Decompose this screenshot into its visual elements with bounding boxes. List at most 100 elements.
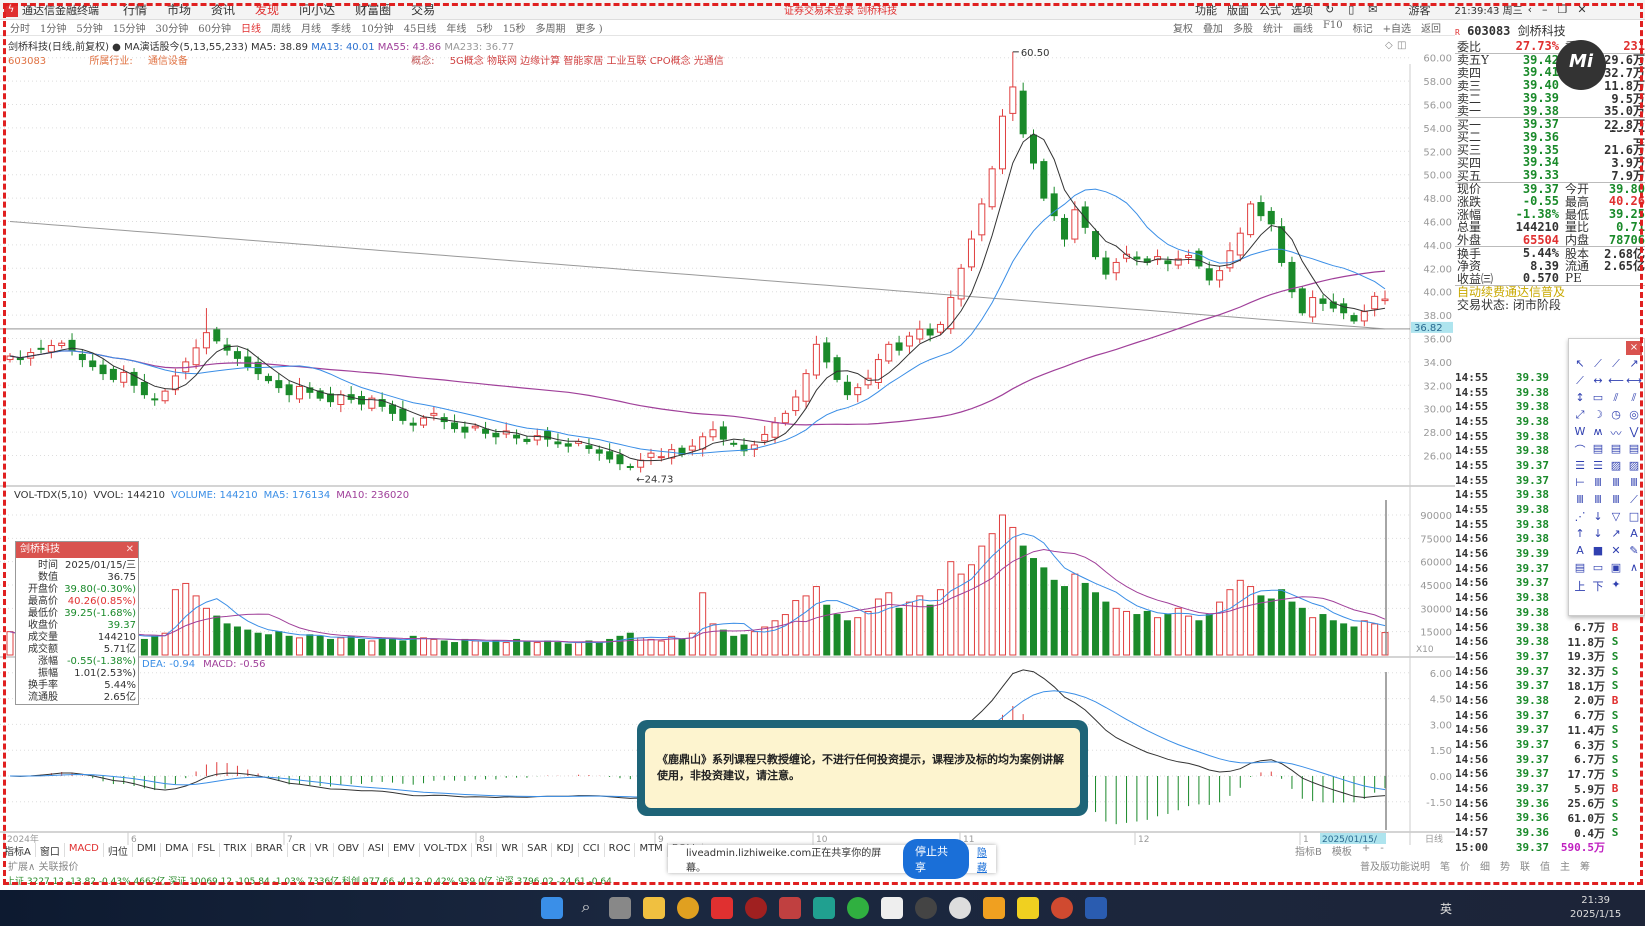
extension-tabs[interactable]: 扩展∧ 关联报价: [8, 862, 79, 873]
camera-icon[interactable]: [949, 897, 971, 919]
drawing-tool-icon[interactable]: ▨: [1610, 459, 1622, 472]
quote-row[interactable]: 自动续费通达信普及: [1455, 284, 1645, 298]
drawing-tool-icon[interactable]: Ⅲ: [1594, 493, 1602, 506]
drawing-tool-icon[interactable]: Ⅲ: [1612, 476, 1620, 489]
view-tab[interactable]: 细: [1480, 862, 1490, 873]
view-tab[interactable]: 值: [1540, 862, 1550, 873]
drawing-tool-icon[interactable]: ☽: [1593, 408, 1603, 421]
drawing-tool-icon[interactable]: ⫽: [1631, 391, 1637, 404]
period-tab[interactable]: 日线: [240, 24, 261, 35]
period-tab[interactable]: 月线: [300, 24, 321, 35]
period-tab[interactable]: 5分钟: [76, 24, 103, 35]
drawing-tool-icon[interactable]: ⟋: [1576, 374, 1584, 387]
drawing-tool-icon[interactable]: ▤: [1628, 442, 1640, 455]
ime-indicator[interactable]: 英: [1440, 901, 1453, 916]
indicator-tab[interactable]: TRIX: [220, 843, 252, 857]
close-icon[interactable]: ✕: [125, 544, 134, 555]
chart-tool-button[interactable]: F10: [1322, 20, 1343, 31]
indicator-b-tab[interactable]: 指标B: [1295, 847, 1322, 858]
menu-right-item[interactable]: 选项: [1291, 3, 1313, 17]
drawing-tool-icon[interactable]: ☰: [1575, 459, 1585, 472]
indicator-tab[interactable]: 指标A: [0, 843, 36, 858]
message-icon[interactable]: ✉: [1368, 3, 1378, 16]
menu-item[interactable]: 市场: [167, 3, 192, 17]
drawing-tool-icon[interactable]: A: [1630, 527, 1638, 540]
period-tab[interactable]: 年线: [446, 24, 467, 35]
indicator-tab[interactable]: CR: [288, 843, 311, 857]
view-tab[interactable]: 价: [1460, 862, 1470, 873]
view-tab[interactable]: 笔: [1440, 862, 1450, 873]
task-view-icon[interactable]: [609, 897, 631, 919]
qq-icon[interactable]: [881, 897, 903, 919]
menu-item[interactable]: 交易: [411, 3, 436, 17]
period-tab[interactable]: 15分钟: [112, 24, 146, 35]
start-icon[interactable]: [541, 897, 563, 919]
trade-login-notice[interactable]: 证券交易未登录 剑桥科技: [784, 6, 898, 17]
drawing-tool-icon[interactable]: □: [1628, 510, 1640, 523]
indicator-tab[interactable]: KDJ: [552, 843, 579, 857]
ma-indicator-name[interactable]: MA演话股今(5,13,55,233): [124, 42, 248, 53]
concept-list[interactable]: 5G概念 物联网 边缘计算 智能家居 工业互联 CPO概念 光通信: [449, 56, 724, 67]
drawing-tool-icon[interactable]: ◎: [1629, 408, 1639, 421]
drawing-tool-icon[interactable]: 上: [1574, 580, 1586, 593]
drawing-tool-icon[interactable]: ▨: [1628, 459, 1640, 472]
drawing-tool-icon[interactable]: ▤: [1592, 442, 1604, 455]
drawing-tool-icon[interactable]: ▣: [1610, 561, 1622, 574]
minimize-icon[interactable]: –: [1542, 3, 1548, 16]
drawing-tool-icon[interactable]: A: [1576, 544, 1584, 557]
indicator-tab[interactable]: MTM: [635, 843, 668, 857]
powerpoint-icon[interactable]: [1051, 897, 1073, 919]
wps-icon[interactable]: [779, 897, 801, 919]
drawing-tool-icon[interactable]: W: [1574, 425, 1586, 438]
indicator-tab[interactable]: ASI: [364, 843, 389, 857]
drawing-tool-icon[interactable]: ⤢: [1575, 408, 1585, 421]
drawing-tool-icon[interactable]: ʍ: [1593, 425, 1603, 438]
drawing-tool-icon[interactable]: ⟋: [1630, 493, 1638, 506]
drawing-tool-icon[interactable]: ✕: [1611, 544, 1621, 557]
app-icon[interactable]: [745, 897, 767, 919]
drawing-tool-icon[interactable]: ↖: [1575, 357, 1585, 370]
drawing-tool-icon[interactable]: ⋁: [1629, 425, 1639, 438]
drawing-tool-icon[interactable]: Ⅲ: [1576, 493, 1584, 506]
drawing-tool-icon[interactable]: Ⅲ: [1612, 493, 1620, 506]
drawing-tool-icon[interactable]: ▭: [1592, 391, 1604, 404]
drawing-tool-icon[interactable]: ⟋: [1594, 357, 1602, 370]
refresh-icon[interactable]: ↻: [1325, 3, 1335, 16]
drawing-tool-icon[interactable]: ⊢: [1575, 476, 1585, 489]
file-explorer-icon[interactable]: [643, 897, 665, 919]
chart-tool-button[interactable]: 统计: [1262, 24, 1283, 35]
clock[interactable]: 21:39 2025/1/15: [1570, 895, 1622, 920]
indicator-tab[interactable]: FSL: [193, 843, 220, 857]
period-tab[interactable]: 30分钟: [155, 24, 189, 35]
drawing-tool-icon[interactable]: ▤: [1574, 561, 1586, 574]
view-tab[interactable]: 势: [1500, 862, 1510, 873]
drawing-tool-icon[interactable]: ↗: [1629, 357, 1639, 370]
chart-tool-button[interactable]: 返回: [1421, 24, 1441, 35]
period-tab[interactable]: 分时: [10, 24, 30, 35]
drawing-tool-icon[interactable]: ⋰: [1574, 510, 1586, 523]
drawing-tool-icon[interactable]: ▽: [1611, 510, 1621, 523]
menu-right-item[interactable]: 公式: [1259, 3, 1281, 17]
maximize-icon[interactable]: ❐: [1557, 3, 1568, 16]
period-tab[interactable]: 10分钟: [360, 24, 394, 35]
menu-item[interactable]: 资讯: [211, 3, 236, 17]
stop-share-button[interactable]: 停止共享: [903, 839, 969, 879]
view-tab[interactable]: 联: [1520, 862, 1530, 873]
drawing-tool-icon[interactable]: ■: [1592, 544, 1604, 557]
indicator-tab[interactable]: OBV: [334, 843, 364, 857]
drawing-tool-icon[interactable]: [1625, 578, 1643, 595]
period-tab[interactable]: 多周期: [535, 24, 566, 35]
view-tab[interactable]: 主: [1560, 862, 1570, 873]
period-tab[interactable]: 60分钟: [198, 24, 231, 35]
indicator-tab[interactable]: WR: [497, 843, 524, 857]
wechat-icon[interactable]: [847, 897, 869, 919]
indicator-tab[interactable]: 归位: [104, 843, 133, 858]
drawing-tool-icon[interactable]: 〰: [1610, 427, 1622, 440]
menu-right-item[interactable]: 功能: [1195, 3, 1217, 17]
indicator-b-tab[interactable]: +: [1361, 843, 1371, 854]
period-tab[interactable]: 周线: [270, 24, 291, 35]
phone-icon[interactable]: ▯: [1348, 3, 1355, 16]
period-tab[interactable]: 5秒: [476, 24, 493, 35]
notes-icon[interactable]: [1017, 897, 1039, 919]
